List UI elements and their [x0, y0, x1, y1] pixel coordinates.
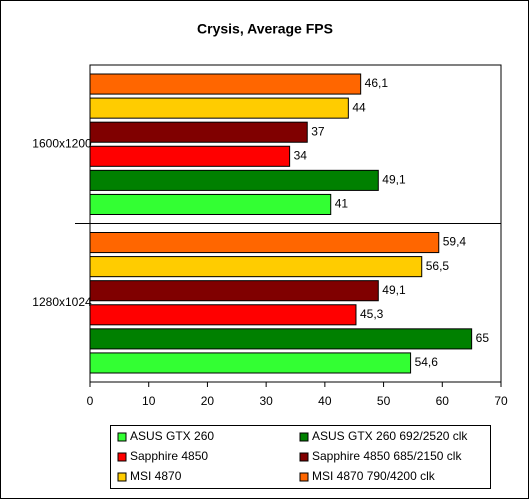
value-label: 37 — [311, 124, 325, 138]
bar — [89, 328, 473, 350]
value-label: 54,6 — [415, 355, 439, 369]
value-label: 49,1 — [382, 283, 406, 297]
x-tick-label: 70 — [494, 394, 508, 408]
legend-label: Sapphire 4850 — [130, 449, 208, 463]
legend-label: ASUS GTX 260 692/2520 clk — [312, 429, 468, 443]
y-tick-label: 1600x1200 — [32, 136, 92, 150]
value-label: 65 — [476, 331, 490, 345]
bar — [89, 232, 440, 254]
value-label: 34 — [294, 148, 308, 162]
legend-swatch — [299, 472, 309, 482]
value-label: 59,4 — [443, 235, 467, 249]
chart-title: Crysis, Average FPS — [197, 21, 333, 37]
bar — [89, 352, 412, 374]
legend-label: MSI 4870 — [130, 469, 182, 483]
value-label: 56,5 — [426, 259, 450, 273]
legend-swatch — [117, 472, 127, 482]
y-tick-label: 1280x1024 — [32, 295, 92, 309]
x-tick-label: 20 — [201, 394, 215, 408]
legend-label: ASUS GTX 260 — [130, 429, 214, 443]
x-tick-label: 50 — [377, 394, 391, 408]
bar — [89, 97, 349, 119]
bar — [89, 169, 379, 191]
value-label: 44 — [352, 100, 366, 114]
bar — [89, 73, 362, 95]
value-label: 41 — [335, 197, 349, 211]
legend-label: Sapphire 4850 685/2150 clk — [312, 449, 462, 463]
legend-swatch — [117, 452, 127, 462]
bar — [89, 193, 332, 216]
x-tick-label: 30 — [259, 394, 273, 408]
x-tick-label: 10 — [142, 394, 156, 408]
bar — [89, 121, 308, 143]
x-tick-label: 60 — [436, 394, 450, 408]
bar — [89, 304, 357, 326]
bar — [89, 280, 379, 302]
x-tick-label: 40 — [318, 394, 332, 408]
legend-label: MSI 4870 790/4200 clk — [312, 469, 436, 483]
value-label: 46,1 — [365, 76, 389, 90]
legend-swatch — [117, 432, 127, 442]
value-label: 49,1 — [382, 173, 406, 187]
value-label: 45,3 — [360, 307, 384, 321]
bar — [89, 256, 423, 278]
x-tick-label: 0 — [87, 394, 94, 408]
legend-swatch — [299, 432, 309, 442]
legend-swatch — [299, 452, 309, 462]
bar — [89, 145, 291, 167]
